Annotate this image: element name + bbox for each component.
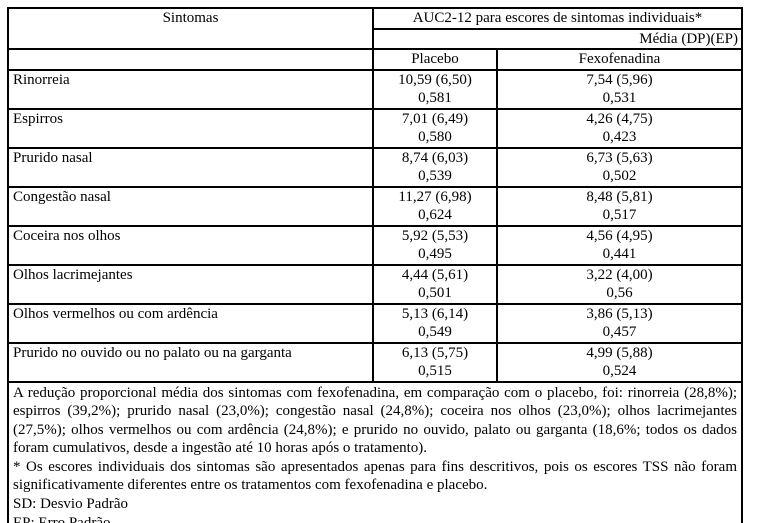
fexofenadina-value-cell: 3,86 (5,13) 0,457: [495, 302, 744, 344]
fexofenadina-value-cell: 6,73 (5,63) 0,502: [495, 146, 744, 188]
fexofenadina-value-cell: 4,99 (5,88) 0,524: [495, 341, 744, 383]
placebo-ep: 0,495: [418, 246, 452, 262]
symptom-name-cell: Prurido no ouvido ou no palato ou na gar…: [7, 341, 374, 383]
placebo-value-cell: 8,74 (6,03) 0,539: [371, 146, 498, 188]
symptom-name-cell: Coceira nos olhos: [7, 224, 374, 266]
fexofenadina-ep: 0,457: [602, 324, 637, 340]
symptom-name-cell: Prurido nasal: [7, 146, 374, 188]
placebo-value-cell: 11,27 (6,98) 0,624: [371, 185, 498, 227]
placebo-ep: 0,549: [418, 324, 452, 340]
fexofenadina-mean-sd: 6,73 (5,63): [586, 149, 653, 166]
placebo-mean-sd: 5,92 (5,53): [401, 227, 469, 244]
fexofenadina-column-header: Fexofenadina: [495, 48, 744, 71]
table-row: Prurido no ouvido ou no palato ou na gar…: [7, 341, 744, 383]
placebo-value-cell: 5,92 (5,53) 0,495: [371, 224, 498, 266]
fexofenadina-value-cell: 8,48 (5,81) 0,517: [495, 185, 744, 227]
table-row: Espirros 7,01 (6,49) 0,580 4,26 (4,75) 0,423: [7, 107, 744, 149]
fexofenadina-ep: 0,502: [602, 168, 637, 184]
footnote-cell: A redução proporcional média dos sintoma…: [7, 380, 743, 523]
fexofenadina-ep: 0,517: [602, 207, 637, 223]
placebo-mean-sd: 10,59 (6,50): [398, 71, 472, 88]
reduction-summary-paragraph: A redução proporcional média dos sintoma…: [13, 384, 737, 457]
fexofenadina-value-cell: 3,22 (4,00) 0,56: [495, 263, 744, 305]
empty-header-cell: [7, 48, 374, 71]
fexofenadina-ep: 0,423: [602, 129, 637, 145]
media-dp-ep-header: Média (DP)(EP): [371, 27, 744, 50]
table-row: Prurido nasal 8,74 (6,03) 0,539 6,73 (5,63)…: [7, 146, 744, 188]
table-row: Olhos vermelhos ou com ardência 5,13 (6,1…: [7, 302, 744, 344]
symptom-name-cell: Olhos vermelhos ou com ardência: [7, 302, 374, 344]
fexofenadina-value-cell: 4,26 (4,75) 0,423: [495, 107, 744, 149]
placebo-mean-sd: 7,01 (6,49): [401, 110, 469, 127]
auc-title-header: AUC2-12 para escores de sintomas individ…: [371, 7, 744, 30]
table-row: Rinorreia 10,59 (6,50) 0,581 7,54 (5,96) 0,5…: [7, 68, 744, 110]
symptom-scores-table: Sintomas AUC2-12 para escores de sintoma…: [7, 7, 744, 523]
placebo-column-header: Placebo: [371, 48, 498, 71]
fexofenadina-mean-sd: 3,86 (5,13): [586, 305, 653, 322]
table-row: Congestão nasal 11,27 (6,98) 0,624 8,48 (5,…: [7, 185, 744, 227]
placebo-ep: 0,515: [418, 363, 452, 379]
placebo-mean-sd: 11,27 (6,98): [398, 188, 472, 205]
symptom-name-cell: Rinorreia: [7, 68, 374, 110]
fexofenadina-value-cell: 7,54 (5,96) 0,531: [495, 68, 744, 110]
fexofenadina-ep: 0,531: [602, 90, 637, 106]
fexofenadina-mean-sd: 3,22 (4,00): [586, 266, 653, 283]
table-row: Olhos lacrimejantes 4,44 (5,61) 0,501 3,22 …: [7, 263, 744, 305]
fexofenadina-ep: 0,441: [602, 246, 637, 262]
symptoms-column-header: Sintomas: [7, 7, 374, 50]
placebo-ep: 0,539: [418, 168, 452, 184]
placebo-mean-sd: 6,13 (5,75): [401, 344, 469, 361]
fexofenadina-mean-sd: 4,26 (4,75): [586, 110, 653, 127]
fexofenadina-mean-sd: 8,48 (5,81): [586, 188, 653, 205]
placebo-ep: 0,624: [418, 207, 452, 223]
placebo-mean-sd: 4,44 (5,61): [401, 266, 469, 283]
fexofenadina-mean-sd: 4,99 (5,88): [586, 344, 653, 361]
header-row-groups: Placebo Fexofenadina: [7, 48, 744, 71]
placebo-mean-sd: 8,74 (6,03): [401, 149, 469, 166]
symptom-name-cell: Olhos lacrimejantes: [7, 263, 374, 305]
ep-definition: EP: Erro Padrão: [13, 514, 111, 523]
fexofenadina-value-cell: 4,56 (4,95) 0,441: [495, 224, 744, 266]
sd-definition: SD: Desvio Padrão: [13, 496, 128, 513]
fexofenadina-ep: 0,524: [602, 363, 637, 379]
footnote-row: A redução proporcional média dos sintoma…: [7, 380, 743, 523]
placebo-value-cell: 5,13 (6,14) 0,549: [371, 302, 498, 344]
placebo-ep: 0,501: [418, 285, 452, 301]
symptom-name-cell: Espirros: [7, 107, 374, 149]
placebo-ep: 0,581: [418, 90, 452, 106]
placebo-value-cell: 4,44 (5,61) 0,501: [371, 263, 498, 305]
table-row: Coceira nos olhos 5,92 (5,53) 0,495 4,56 (4…: [7, 224, 744, 266]
placebo-mean-sd: 5,13 (6,14): [401, 305, 469, 322]
fexofenadina-mean-sd: 7,54 (5,96): [586, 71, 653, 88]
header-row-auc: Sintomas AUC2-12 para escores de sintoma…: [7, 7, 744, 50]
placebo-value-cell: 7,01 (6,49) 0,580: [371, 107, 498, 149]
fexofenadina-ep: 0,56: [606, 285, 633, 301]
asterisk-footnote: * Os escores individuais dos sintomas sã…: [13, 458, 737, 494]
placebo-ep: 0,580: [418, 129, 452, 145]
symptom-rows: Rinorreia 10,59 (6,50) 0,581 7,54 (5,96) 0,5…: [7, 68, 744, 383]
symptom-name-cell: Congestão nasal: [7, 185, 374, 227]
placebo-value-cell: 10,59 (6,50) 0,581: [371, 68, 498, 110]
fexofenadina-mean-sd: 4,56 (4,95): [586, 227, 653, 244]
placebo-value-cell: 6,13 (5,75) 0,515: [371, 341, 498, 383]
